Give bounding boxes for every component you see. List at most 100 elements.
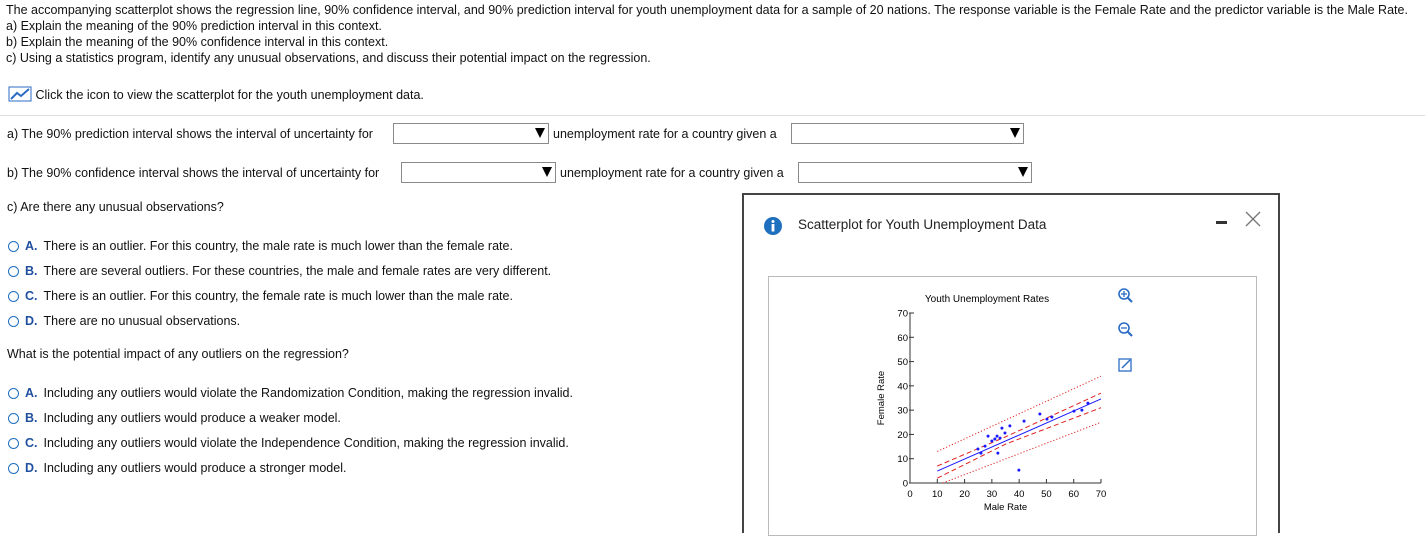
y-tick-label: 40	[897, 381, 908, 392]
option-text: There are no unusual observations.	[43, 314, 241, 328]
answer-option[interactable]: B. Including any outliers would produce a…	[8, 411, 341, 425]
dropdown[interactable]	[393, 123, 549, 144]
y-tick-label: 0	[903, 479, 908, 490]
x-tick-label: 20	[959, 489, 970, 500]
x-tick-label: 10	[932, 489, 943, 500]
minimize-button[interactable]	[1216, 221, 1227, 224]
data-point	[995, 434, 999, 438]
close-button[interactable]	[1245, 211, 1261, 227]
data-point	[1000, 426, 1004, 430]
interval-line	[937, 398, 1102, 472]
radio-button[interactable]	[8, 438, 19, 449]
dropdown[interactable]	[798, 162, 1032, 183]
y-axis-label: Female Rate	[876, 371, 887, 425]
radio-button[interactable]	[8, 413, 19, 424]
popout-button[interactable]	[1118, 358, 1132, 372]
x-tick-label: 40	[1014, 489, 1025, 500]
chart-title: Youth Unemployment Rates	[925, 294, 1049, 305]
data-point	[993, 437, 997, 441]
link-text[interactable]: Click the icon to view the scatterplot f…	[35, 88, 424, 102]
y-tick-label: 70	[897, 309, 908, 320]
separator	[0, 115, 1425, 116]
part-a-text: a) The 90% prediction interval shows the…	[7, 127, 373, 141]
data-point	[998, 436, 1002, 440]
option-text: Including any outliers would produce a w…	[43, 411, 341, 425]
data-point	[976, 447, 980, 451]
popup-window: Scatterplot for Youth Unemployment Data …	[742, 193, 1280, 536]
question-item: c) Using a statistics program, identify …	[6, 51, 651, 65]
impact-prompt: What is the potential impact of any outl…	[7, 347, 349, 361]
option-text: There is an outlier. For this country, t…	[43, 289, 513, 303]
dropdown[interactable]	[791, 123, 1024, 144]
x-tick-label: 50	[1041, 489, 1052, 500]
y-tick-label: 30	[897, 406, 908, 417]
zoom-button[interactable]	[1118, 288, 1133, 303]
zoom-button[interactable]	[1118, 322, 1133, 337]
data-point	[1022, 419, 1026, 423]
option-letter: B.	[25, 264, 38, 278]
answer-option[interactable]: C. There is an outlier. For this country,…	[8, 289, 513, 303]
chart: Youth Unemployment Rates 0 10 20 30 40 50 60 70 0…	[876, 288, 1133, 513]
chart-icon[interactable]	[8, 86, 32, 102]
option-letter: A.	[25, 386, 38, 400]
radio-button[interactable]	[8, 316, 19, 327]
option-text: Including any outliers would violate the…	[43, 436, 569, 450]
option-text: There are several outliers. For these co…	[43, 264, 552, 278]
answer-option[interactable]: A. Including any outliers would violate t…	[8, 386, 573, 400]
option-letter: B.	[25, 411, 38, 425]
data-point	[1080, 408, 1084, 412]
answer-option[interactable]: C. Including any outliers would violate t…	[8, 436, 569, 450]
data-point	[1045, 417, 1049, 421]
interval-line	[937, 407, 1102, 479]
part-a-text: unemployment rate for a country given a	[553, 127, 777, 141]
y-tick-label: 60	[897, 333, 908, 344]
data-point	[1008, 424, 1012, 428]
y-tick-label: 50	[897, 357, 908, 368]
data-point	[1017, 468, 1021, 472]
data-point	[986, 434, 990, 438]
window-controls[interactable]	[1214, 209, 1264, 229]
radio-button[interactable]	[8, 388, 19, 399]
radio-button[interactable]	[8, 266, 19, 277]
option-letter: A.	[25, 239, 38, 253]
option-letter: C.	[25, 289, 38, 303]
x-axis-label: Male Rate	[984, 502, 1027, 513]
popup-title: Scatterplot for Youth Unemployment Data	[798, 217, 1047, 232]
radio-button[interactable]	[8, 463, 19, 474]
chart-panel: Youth Unemployment Rates 0 10 20 30 40 50 60 70 0…	[768, 276, 1257, 536]
interval-line	[937, 392, 1102, 467]
interval-line	[942, 421, 1102, 484]
option-text: Including any outliers would violate the…	[43, 386, 573, 400]
option-letter: C.	[25, 436, 38, 450]
x-tick-label: 0	[907, 489, 912, 500]
intro-text: The accompanying scatterplot shows the r…	[6, 3, 1408, 17]
part-c-prompt: c) Are there any unusual observations?	[7, 200, 224, 214]
data-point	[1050, 415, 1054, 419]
x-tick-label: 30	[987, 489, 998, 500]
data-point	[990, 439, 994, 443]
data-point	[1003, 431, 1007, 435]
scatterplot-link[interactable]: Click the icon to view the scatterplot f…	[8, 86, 424, 102]
answer-option[interactable]: D. There are no unusual observations.	[8, 314, 240, 328]
data-point	[1086, 401, 1090, 405]
option-text: Including any outliers would produce a s…	[43, 461, 347, 475]
data-point	[996, 451, 1000, 455]
interval-line	[937, 375, 1102, 452]
question-item: a) Explain the meaning of the 90% predic…	[6, 19, 382, 33]
radio-button[interactable]	[8, 241, 19, 252]
answer-option[interactable]: D. Including any outliers would produce a…	[8, 461, 346, 475]
question-intro: The accompanying scatterplot shows the r…	[6, 2, 1416, 66]
y-tick-label: 10	[897, 454, 908, 465]
info-icon	[764, 217, 782, 235]
data-point	[983, 444, 987, 448]
data-point	[1038, 412, 1042, 416]
dropdown[interactable]	[401, 162, 556, 183]
radio-button[interactable]	[8, 291, 19, 302]
answer-option[interactable]: B. There are several outliers. For these …	[8, 264, 551, 278]
part-b-text: b) The 90% confidence interval shows the…	[7, 166, 380, 180]
data-point	[1072, 409, 1076, 413]
answer-option[interactable]: A. There is an outlier. For this country,…	[8, 239, 513, 253]
option-letter: D.	[25, 461, 38, 475]
x-tick-label: 70	[1096, 489, 1107, 500]
